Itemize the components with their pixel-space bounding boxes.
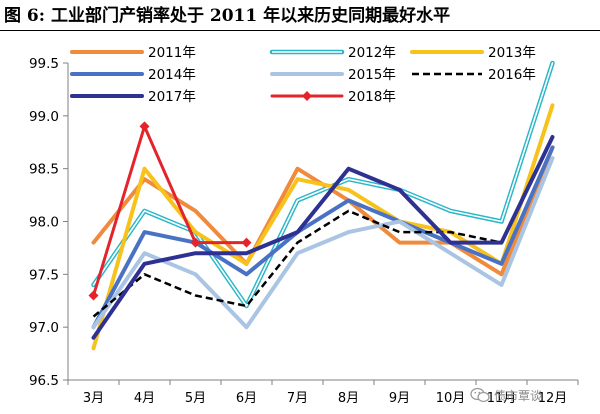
y-tick-label: 97.5 [29,267,59,283]
series-2018-point [88,290,99,301]
legend-item-2015: 2015年 [270,67,396,83]
series-2018-point [190,237,201,248]
title-divider [0,30,600,31]
legend-label: 2013年 [488,45,536,61]
legend-item-2017: 2017年 [70,89,196,105]
series-2018-point [241,237,252,248]
legend-item-2014: 2014年 [70,67,196,83]
watermark: 债市覃谈 [470,384,542,406]
series-2018-point [139,121,150,132]
y-tick-label: 96.5 [29,373,59,389]
legend-label: 2017年 [148,89,196,105]
legend-label: 2011年 [148,45,196,61]
x-tick-label: 12月 [538,391,568,406]
axes: 96.5 97.0 97.5 98.0 98.5 99.0 99.5 3月 4月 5月 6月 7月 8月… [29,56,579,406]
x-tick-label: 4月 [134,391,155,406]
legend-item-2011: 2011年 [70,45,196,61]
wechat-icon [470,387,490,403]
watermark-text: 债市覃谈 [494,388,543,403]
legend-item-2018: 2018年 [270,89,396,105]
y-tick-label: 97.0 [29,320,59,336]
legend: 2011年 2012年 2013年 2014年 2015年 2016年 2017年 2018年 [70,45,536,105]
x-tick-label: 8月 [338,391,359,406]
x-tick-label: 7月 [287,391,308,406]
x-tick-label: 6月 [236,391,257,406]
series-2017-line [91,135,555,340]
series-2015-line [91,156,555,330]
legend-label: 2014年 [148,67,196,83]
x-tick-label: 10月 [436,391,466,406]
legend-item-2012: 2012年 [269,45,396,61]
legend-item-2013: 2013年 [410,45,536,61]
y-tick-label: 98.5 [29,162,59,178]
series-2018-line [92,124,248,297]
legend-marker [302,91,312,101]
plot-lines [88,60,555,351]
legend-label: 2012年 [348,45,396,61]
series-2013-line [91,103,555,351]
y-tick-label: 98.0 [29,215,59,231]
legend-label: 2015年 [348,67,396,83]
y-tick-label: 99.5 [29,56,59,72]
legend-item-2016: 2016年 [412,67,536,83]
x-tick-label: 9月 [389,391,410,406]
legend-label: 2016年 [488,67,536,83]
series-2014-line [91,145,555,330]
x-tick-label: 3月 [83,391,104,406]
legend-label: 2018年 [348,89,396,105]
x-tick-label: 5月 [185,391,206,406]
y-tick-label: 99.0 [29,109,59,125]
series-2016-line [92,136,554,318]
x-tick-label: 11月 [487,391,517,406]
figure-title: 图 6: 工业部门产销率处于 2011 年以来历史同期最好水平 [4,6,451,26]
series-2012-line-inner [92,62,554,307]
